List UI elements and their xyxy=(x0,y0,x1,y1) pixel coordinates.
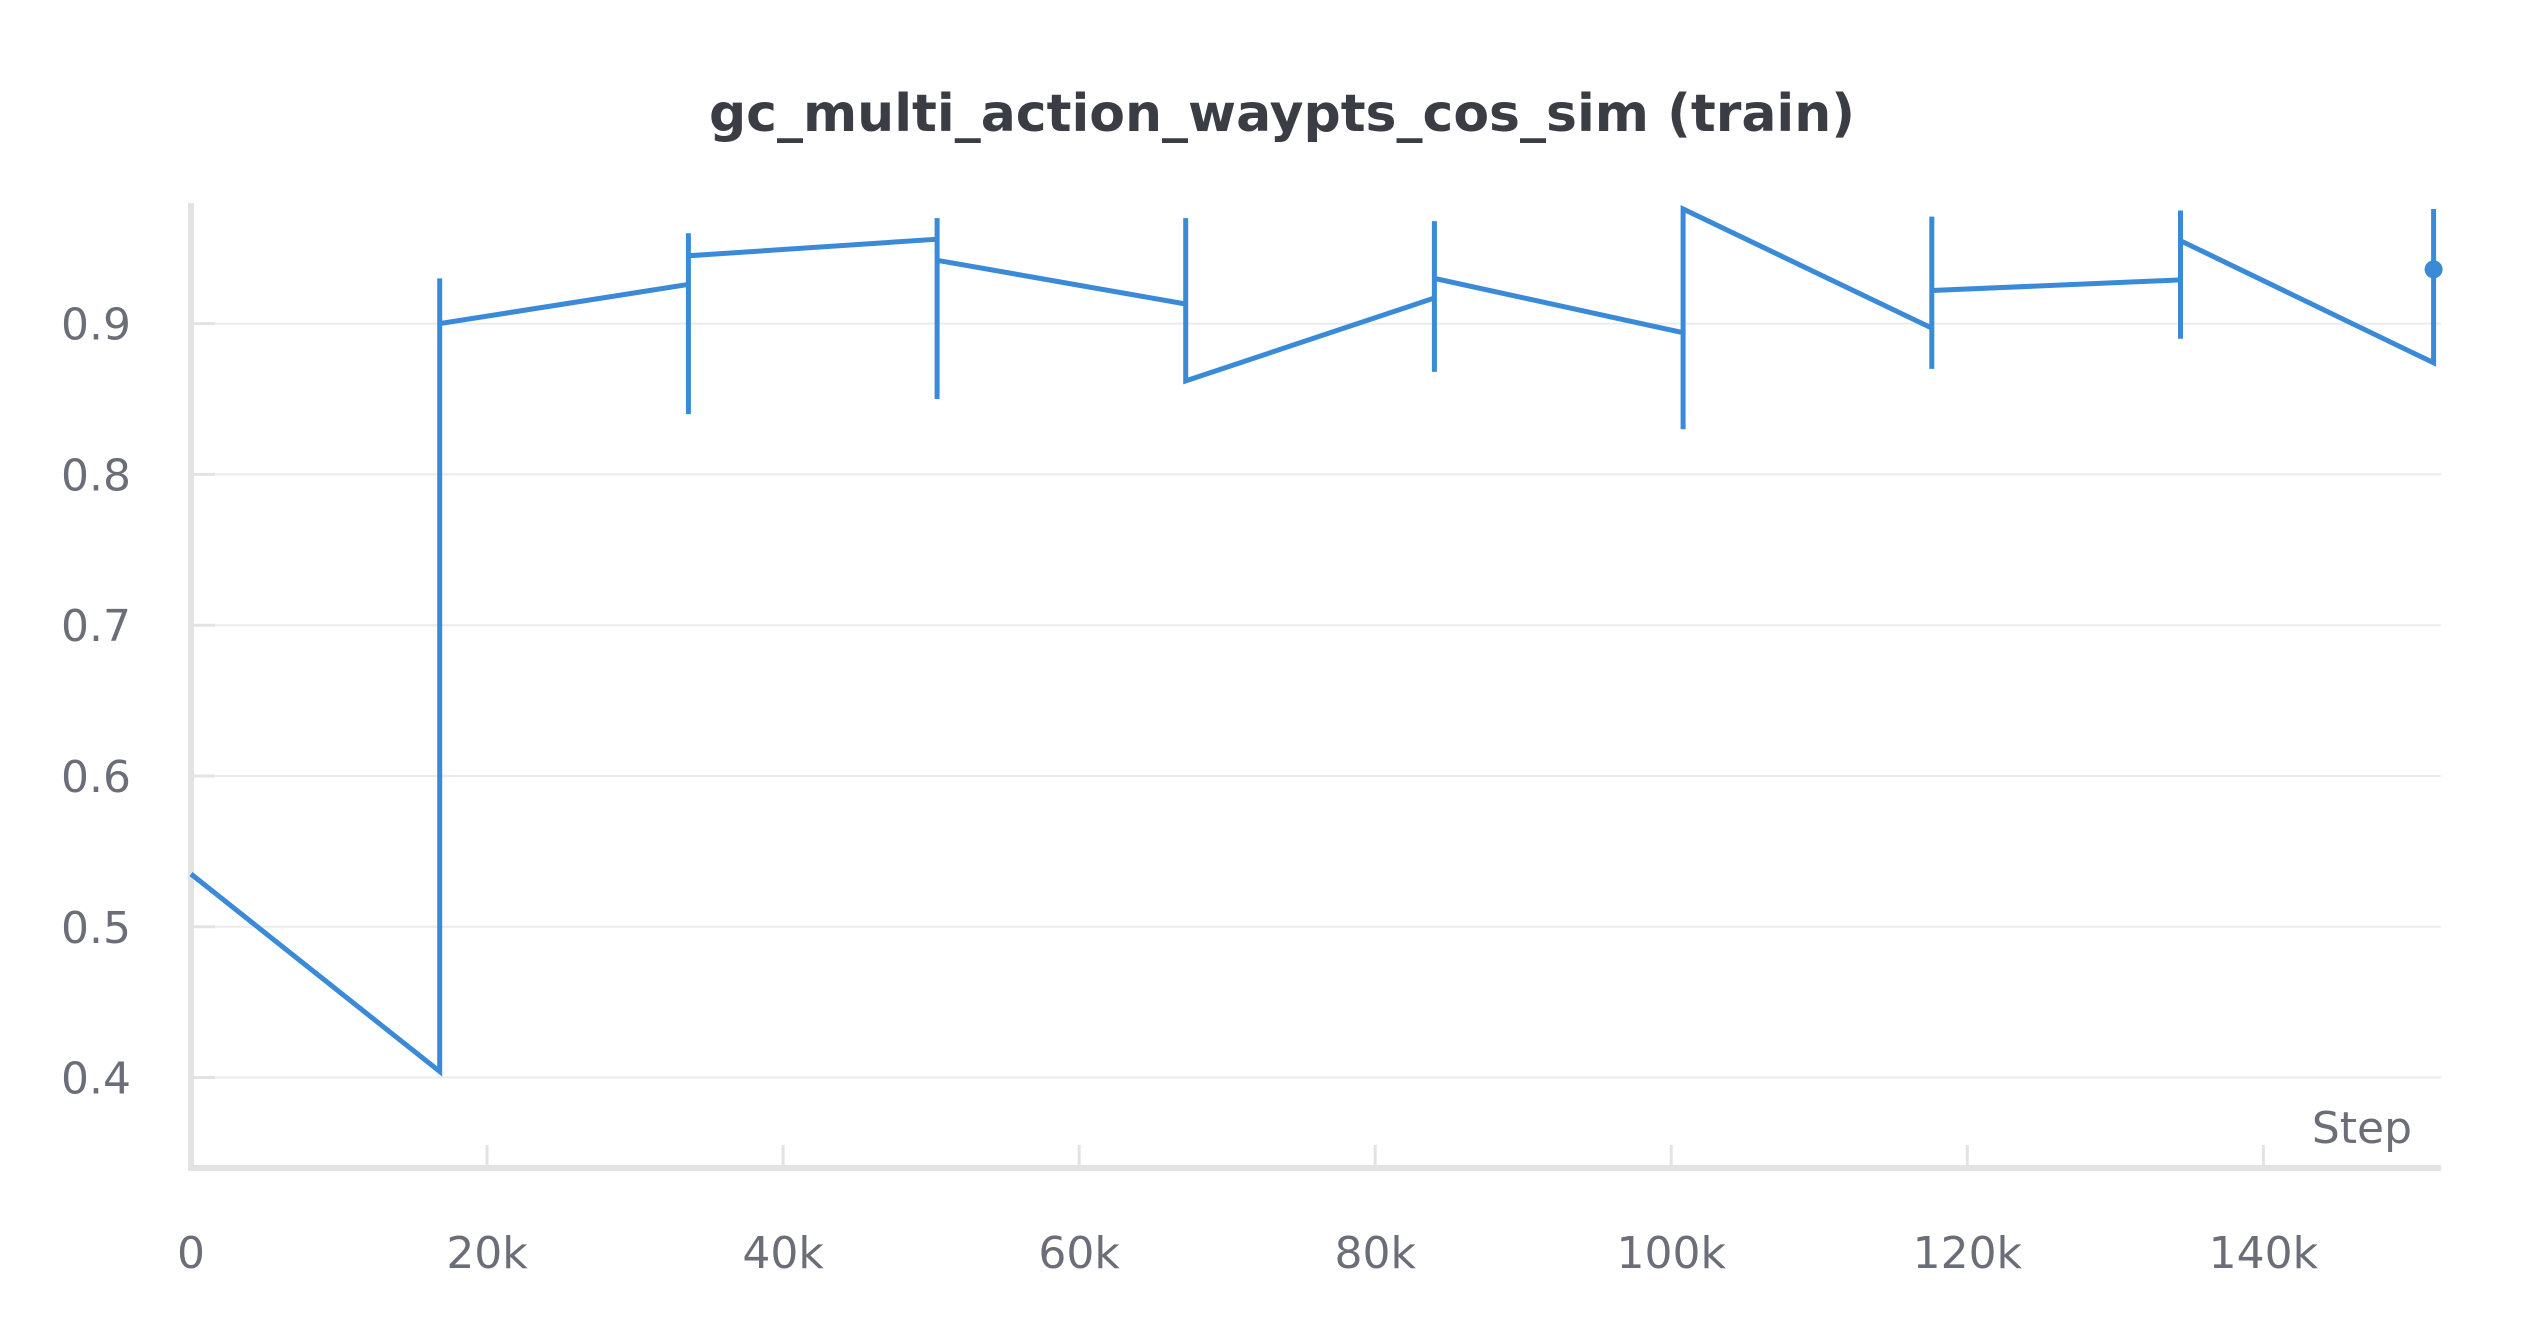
y-axis-ticks: 0.4 0.5 0.6 0.7 0.8 0.9 xyxy=(61,300,215,1105)
last-point-marker xyxy=(2424,260,2443,279)
series-line xyxy=(189,205,2437,1077)
x-tick-label: 60k xyxy=(1038,1228,1120,1279)
x-tick-label: 120k xyxy=(1913,1228,2023,1279)
x-tick-label: 20k xyxy=(446,1228,528,1279)
y-tick-label: 0.6 xyxy=(61,752,131,803)
y-tick-label: 0.5 xyxy=(61,903,131,954)
chart-title: gc_multi_action_waypts_cos_sim (train) xyxy=(709,84,1855,144)
x-axis-title: Step xyxy=(2312,1103,2412,1154)
y-tick-label: 0.9 xyxy=(61,300,131,351)
gridlines xyxy=(191,322,2441,1079)
x-tick-label: 80k xyxy=(1334,1228,1416,1279)
y-tick-label: 0.4 xyxy=(61,1054,131,1105)
x-tick-label: 140k xyxy=(2209,1228,2319,1279)
x-tick-label: 40k xyxy=(742,1228,824,1279)
y-tick-label: 0.7 xyxy=(61,601,131,652)
x-tick-label: 0 xyxy=(177,1228,205,1279)
y-tick-label: 0.8 xyxy=(61,450,131,501)
axes xyxy=(188,203,2441,1171)
x-tick-label: 100k xyxy=(1617,1228,1727,1279)
x-axis-ticks: 0 20k 40k 60k 80k 100k 120k 140k xyxy=(177,1145,2319,1279)
series xyxy=(189,205,2443,1077)
